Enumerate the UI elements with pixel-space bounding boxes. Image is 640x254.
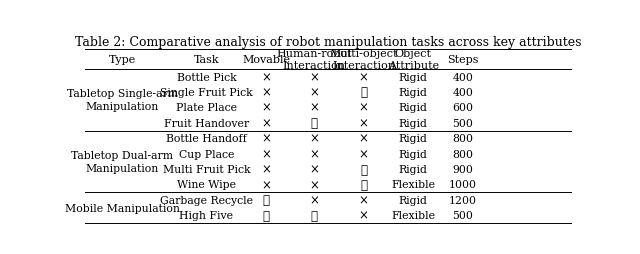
- Text: Rigid: Rigid: [399, 195, 428, 205]
- Text: ×: ×: [309, 132, 319, 145]
- Text: Garbage Recycle: Garbage Recycle: [160, 195, 253, 205]
- Text: Rigid: Rigid: [399, 72, 428, 82]
- Text: Mobile Manipulation: Mobile Manipulation: [65, 203, 180, 213]
- Text: ✓: ✓: [360, 86, 367, 99]
- Text: ✓: ✓: [262, 209, 269, 222]
- Text: ×: ×: [261, 148, 271, 161]
- Text: Rigid: Rigid: [399, 164, 428, 174]
- Text: ×: ×: [359, 117, 369, 130]
- Text: ×: ×: [261, 71, 271, 84]
- Text: ×: ×: [359, 194, 369, 207]
- Text: ×: ×: [261, 117, 271, 130]
- Text: ×: ×: [309, 163, 319, 176]
- Text: ×: ×: [261, 132, 271, 145]
- Text: ×: ×: [309, 86, 319, 99]
- Text: ×: ×: [309, 71, 319, 84]
- Text: ×: ×: [309, 178, 319, 191]
- Text: ×: ×: [309, 148, 319, 161]
- Text: ×: ×: [309, 102, 319, 115]
- Text: Type: Type: [109, 55, 136, 65]
- Text: Multi-object
Interaction: Multi-object Interaction: [330, 49, 398, 71]
- Text: Bottle Handoff: Bottle Handoff: [166, 134, 247, 144]
- Text: 800: 800: [452, 134, 474, 144]
- Text: Movable: Movable: [242, 55, 290, 65]
- Text: 400: 400: [452, 88, 474, 98]
- Text: 600: 600: [452, 103, 474, 113]
- Text: 900: 900: [452, 164, 474, 174]
- Text: ✓: ✓: [310, 209, 317, 222]
- Text: Object
Attribute: Object Attribute: [388, 49, 439, 71]
- Text: 400: 400: [452, 72, 474, 82]
- Text: ✓: ✓: [360, 163, 367, 176]
- Text: ✓: ✓: [310, 117, 317, 130]
- Text: ×: ×: [359, 148, 369, 161]
- Text: ×: ×: [261, 102, 271, 115]
- Text: Rigid: Rigid: [399, 103, 428, 113]
- Text: Plate Place: Plate Place: [176, 103, 237, 113]
- Text: Tabletop Dual-arm
Manipulation: Tabletop Dual-arm Manipulation: [71, 151, 173, 173]
- Text: Multi Fruit Pick: Multi Fruit Pick: [163, 164, 250, 174]
- Text: 500: 500: [452, 118, 474, 128]
- Text: 500: 500: [452, 211, 474, 220]
- Text: Flexible: Flexible: [391, 211, 435, 220]
- Text: ×: ×: [359, 102, 369, 115]
- Text: 1200: 1200: [449, 195, 477, 205]
- Text: ×: ×: [261, 163, 271, 176]
- Text: Rigid: Rigid: [399, 134, 428, 144]
- Text: Rigid: Rigid: [399, 149, 428, 159]
- Text: Steps: Steps: [447, 55, 479, 65]
- Text: ✓: ✓: [360, 178, 367, 191]
- Text: Rigid: Rigid: [399, 88, 428, 98]
- Text: Task: Task: [194, 55, 220, 65]
- Text: 1000: 1000: [449, 180, 477, 190]
- Text: Bottle Pick: Bottle Pick: [177, 72, 236, 82]
- Text: ×: ×: [359, 71, 369, 84]
- Text: Rigid: Rigid: [399, 118, 428, 128]
- Text: Fruit Handover: Fruit Handover: [164, 118, 249, 128]
- Text: ×: ×: [261, 86, 271, 99]
- Text: Tabletop Single-arm
Manipulation: Tabletop Single-arm Manipulation: [67, 89, 178, 112]
- Text: Table 2: Comparative analysis of robot manipulation tasks across key attributes: Table 2: Comparative analysis of robot m…: [75, 36, 581, 49]
- Text: 800: 800: [452, 149, 474, 159]
- Text: ×: ×: [359, 209, 369, 222]
- Text: Cup Place: Cup Place: [179, 149, 234, 159]
- Text: ×: ×: [261, 178, 271, 191]
- Text: Flexible: Flexible: [391, 180, 435, 190]
- Text: ✓: ✓: [262, 194, 269, 207]
- Text: High Five: High Five: [179, 211, 234, 220]
- Text: ×: ×: [359, 132, 369, 145]
- Text: ×: ×: [309, 194, 319, 207]
- Text: Single Fruit Pick: Single Fruit Pick: [160, 88, 253, 98]
- Text: Human-robot
Interaction: Human-robot Interaction: [276, 49, 352, 71]
- Text: Wine Wipe: Wine Wipe: [177, 180, 236, 190]
